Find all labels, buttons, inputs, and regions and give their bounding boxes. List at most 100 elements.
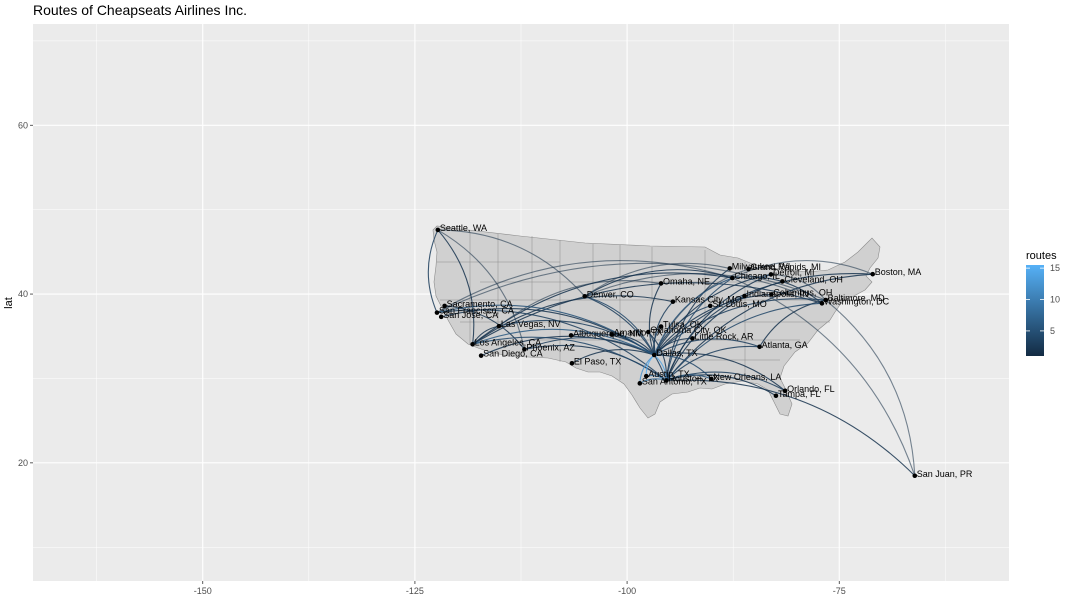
city-label-las-vegas-nv: Las Vegas, NV <box>501 319 561 329</box>
city-point-phoenix-az <box>522 347 527 352</box>
city-point-detroit-mi <box>768 272 774 277</box>
city-label-sacramento-ca: Sacramento, CA <box>447 299 513 309</box>
route-san-juan-pr-to-baltimore-md <box>825 299 916 476</box>
city-label-washington-dc: Washington, DC <box>824 296 890 306</box>
x-tick-label: -75 <box>833 586 846 596</box>
city-label-houston-tx: Houston, TX <box>668 373 718 383</box>
city-point-san-juan-pr <box>912 473 918 479</box>
city-label-oklahoma-city-ok: Oklahoma City, OK <box>650 325 726 335</box>
route-new-orleans-la-to-houston-tx <box>666 374 712 381</box>
city-point-kansas-city-mo <box>670 299 676 304</box>
city-point-sacramento-ca <box>442 303 447 309</box>
city-label-milwaukee-wi: Milwaukee, WI <box>732 261 791 271</box>
city-point-orlando-fl <box>782 388 788 394</box>
route-atlanta-ga-to-houston-tx <box>666 345 760 381</box>
city-point-las-vegas-nv <box>496 323 502 329</box>
city-point-austin-tx <box>643 373 649 379</box>
legend-colorbar <box>1026 265 1044 356</box>
x-axis: -150 -125 -100 -75 <box>194 581 846 596</box>
legend: routes 5 10 15 <box>1026 250 1060 356</box>
city-label-atlanta-ga: Atlanta, GA <box>762 340 808 350</box>
city-label-chicago-il: Chicago, IL <box>734 271 780 281</box>
city-point-baltimore-md <box>823 297 828 303</box>
route-houston-tx-to-dallas-tx <box>653 354 667 381</box>
city-point-tampa-fl <box>773 393 779 399</box>
city-label-st-louis-mo: St. Louis, MO <box>712 299 767 309</box>
city-label-little-rock-ar: Little Rock, AR <box>694 331 754 341</box>
city-label-orlando-fl: Orlando, FL <box>787 384 835 394</box>
city-label-phoenix-az: Phoenix, AZ <box>526 342 575 352</box>
x-tick-label: -150 <box>194 586 212 596</box>
route-washington-dc-to-los-angeles-ca <box>472 282 823 345</box>
route-baltimore-md-to-dallas-tx <box>653 298 826 356</box>
city-point-chicago-il <box>730 275 735 281</box>
city-label-seattle-wa: Seattle, WA <box>440 223 487 233</box>
route-cleveland-oh-to-houston-tx <box>665 280 783 381</box>
city-label-san-diego-ca: San Diego, CA <box>483 349 543 359</box>
route-tulsa-ok-to-dallas-tx <box>653 326 662 356</box>
city-point-cleveland-oh <box>780 279 785 284</box>
city-label-san-francisco-ca: San Francisco, CA <box>439 306 514 316</box>
city-point-amarillo-tx <box>609 332 615 337</box>
y-tick-label: 20 <box>18 458 28 468</box>
route-columbus-oh-to-dallas-tx <box>653 293 772 356</box>
route-chicago-il-to-denver-co <box>584 269 733 297</box>
route-boston-ma-to-dallas-tx <box>653 273 873 356</box>
city-point-los-angeles-ca <box>470 341 475 347</box>
city-label-tulsa-ok: Tulsa, OK <box>663 320 703 330</box>
route-boston-ma-to-houston-tx <box>665 273 873 381</box>
city-point-san-francisco-ca <box>434 310 440 315</box>
routes-layer <box>427 229 916 477</box>
city-point-san-antonio-tx <box>637 381 643 386</box>
y-tick-label: 60 <box>18 120 28 130</box>
city-point-washington-dc <box>819 301 825 306</box>
city-point-indianapolis-in <box>742 293 747 299</box>
route-sacramento-ca-to-phoenix-az <box>444 305 525 350</box>
route-baltimore-md-to-san-francisco-ca <box>436 262 826 314</box>
route-el-paso-tx-to-dallas-tx <box>571 349 655 364</box>
city-point-denver-co <box>582 293 588 299</box>
city-point-tulsa-ok <box>658 324 664 329</box>
city-label-el-paso-tx: El Paso, TX <box>574 356 621 366</box>
city-point-omaha-ne <box>658 281 664 286</box>
city-label-new-orleans-la: New Orleans, LA <box>713 372 781 382</box>
city-label-omaha-ne: Omaha, NE <box>663 276 710 286</box>
legend-title: routes <box>1026 250 1057 262</box>
route-atlanta-ga-to-baltimore-md <box>759 299 826 348</box>
legend-tick-label: 10 <box>1050 295 1060 305</box>
city-point-seattle-wa <box>435 227 441 233</box>
city-point-san-diego-ca <box>478 353 484 358</box>
city-point-houston-tx <box>664 378 669 383</box>
city-point-boston-ma <box>870 271 875 277</box>
route-orlando-fl-to-dallas-tx <box>654 352 786 392</box>
city-point-atlanta-ga <box>757 344 762 350</box>
legend-ticks: 5 10 15 <box>1026 263 1060 336</box>
city-point-st-louis-mo <box>707 303 713 309</box>
route-indianapolis-in-to-houston-tx <box>665 295 745 381</box>
route-san-diego-ca-to-dallas-tx <box>480 335 655 357</box>
route-san-francisco-ca-to-chicago-il <box>436 260 733 314</box>
route-omaha-ne-to-las-vegas-nv <box>498 280 662 327</box>
y-axis: 20 40 60 <box>18 120 33 468</box>
city-point-dallas-tx <box>651 352 657 358</box>
legend-tick-label: 5 <box>1050 326 1055 336</box>
city-label-detroit-mi: Detroit, MI <box>773 267 815 277</box>
legend-tick-label: 15 <box>1050 263 1060 273</box>
y-tick-label: 40 <box>18 289 28 299</box>
route-seattle-wa-to-los-angeles-ca <box>437 229 475 345</box>
route-chicago-il-to-los-angeles-ca <box>472 272 733 345</box>
route-washington-dc-to-houston-tx <box>665 302 822 381</box>
city-label-san-jose-ca: San Jose, CA <box>443 310 498 320</box>
route-atlanta-ga-to-dallas-tx <box>653 338 760 356</box>
route-denver-co-to-houston-tx <box>584 295 667 381</box>
x-tick-label: -100 <box>618 586 636 596</box>
city-label-tampa-fl: Tampa, FL <box>778 389 821 399</box>
route-st-louis-mo-to-dallas-tx <box>653 305 711 356</box>
city-label-baltimore-md: Baltimore, MD <box>828 293 886 303</box>
city-point-albuquerque-nm <box>568 333 574 338</box>
route-seattle-wa-to-denver-co <box>437 229 586 297</box>
route-amarillo-tx-to-dallas-tx <box>611 334 655 356</box>
route-los-angeles-ca-to-dallas-tx <box>472 328 655 356</box>
city-point-oklahoma-city-ok <box>646 329 651 335</box>
city-point-milwaukee-wi <box>727 266 733 271</box>
